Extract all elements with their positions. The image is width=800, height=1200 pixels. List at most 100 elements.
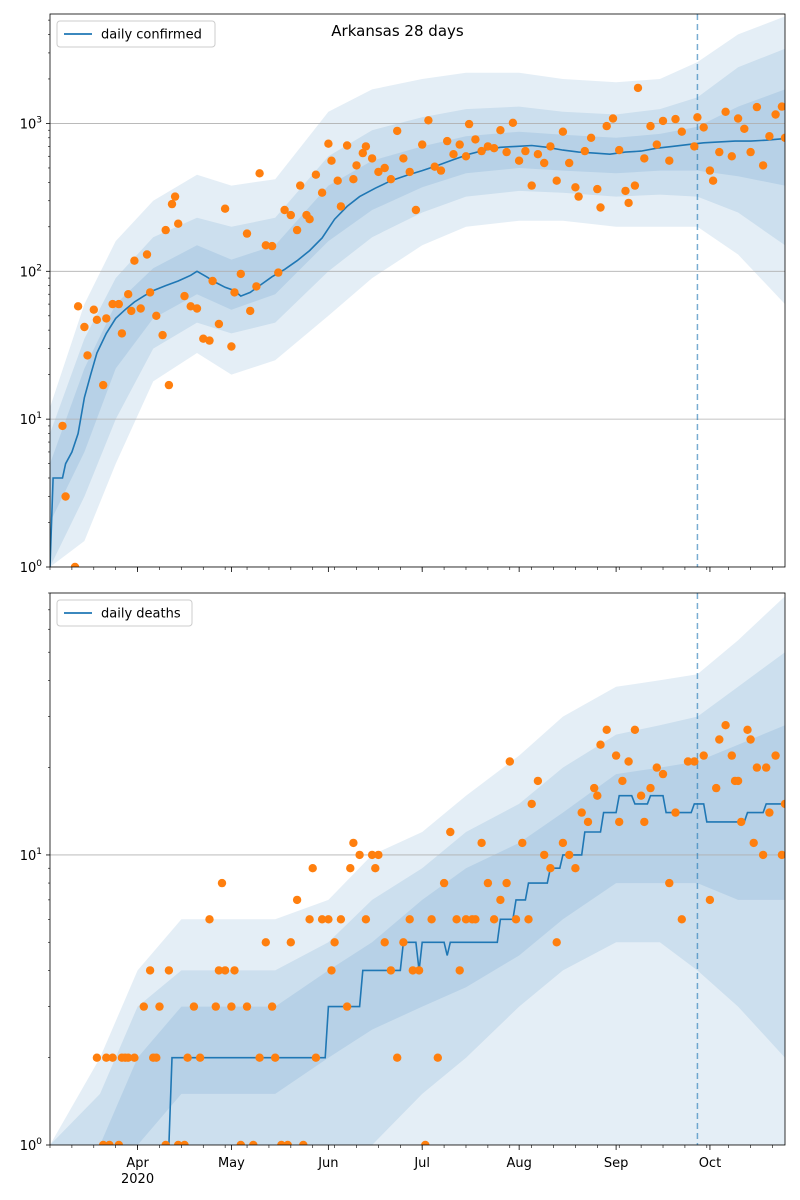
data-point [449, 150, 458, 159]
data-point [305, 915, 314, 924]
data-point [737, 817, 746, 827]
data-point [299, 1140, 308, 1145]
data-point [527, 181, 536, 190]
plot-area [50, 593, 785, 1145]
data-point [380, 163, 389, 173]
data-point [214, 319, 224, 329]
legend: daily confirmed [56, 20, 216, 48]
y-tick-label: 100 [20, 1137, 43, 1154]
data-point [502, 878, 511, 888]
data-point [330, 938, 339, 947]
data-point [771, 751, 780, 760]
confirmed-panel: 100 101 102 103 daily confirmed Arkansas 28 d… [20, 13, 786, 576]
y-tick-label: 101 [20, 847, 42, 864]
data-point [658, 769, 668, 779]
data-point [640, 154, 649, 163]
data-point [565, 158, 574, 168]
data-point [139, 1002, 148, 1011]
data-point [658, 116, 668, 126]
legend-box [56, 599, 193, 627]
data-point [89, 305, 99, 314]
data-point [311, 170, 321, 179]
data-point [324, 139, 333, 148]
data-point [405, 167, 414, 177]
data-point [439, 878, 449, 888]
data-point [518, 838, 527, 848]
data-point [733, 114, 743, 123]
data-point [355, 850, 364, 860]
data-point [352, 161, 361, 170]
data-point [455, 140, 464, 149]
data-point [145, 966, 155, 975]
data-point [540, 850, 549, 860]
data-point [411, 205, 421, 215]
data-point [558, 838, 568, 848]
data-point [346, 864, 355, 873]
data-point [721, 107, 730, 117]
data-point [586, 133, 596, 142]
data-point [371, 864, 380, 873]
data-point [583, 817, 593, 827]
data-point [380, 938, 389, 947]
data-point [477, 838, 486, 848]
data-point [180, 291, 189, 301]
data-point [130, 1053, 139, 1062]
data-point [652, 763, 661, 772]
data-point [180, 1140, 189, 1145]
data-point [540, 158, 549, 168]
data-point [80, 322, 89, 332]
data-point [421, 1140, 430, 1145]
data-point [671, 808, 680, 817]
legend-label: daily confirmed [101, 28, 202, 43]
data-point [145, 288, 155, 297]
data-point [205, 336, 214, 345]
data-point [443, 136, 452, 146]
data-point [430, 162, 439, 171]
data-point [464, 119, 474, 129]
data-point [721, 721, 730, 730]
data-point [514, 156, 524, 165]
data-point [333, 176, 342, 185]
data-point [740, 124, 749, 133]
data-point [446, 827, 455, 837]
data-point [73, 302, 83, 311]
data-point [205, 915, 214, 924]
series-line [50, 137, 785, 567]
data-point [164, 966, 174, 975]
data-point [292, 225, 302, 235]
data-point [130, 256, 139, 265]
data-point [615, 145, 624, 155]
data-point [611, 751, 621, 760]
data-point [424, 116, 433, 125]
data-point [640, 817, 649, 827]
y-tick-label: 103 [20, 115, 42, 132]
data-point [252, 282, 261, 291]
data-point [533, 150, 543, 159]
data-point [762, 763, 771, 772]
data-point [646, 121, 655, 131]
data-point [342, 141, 352, 150]
data-point [220, 966, 230, 975]
data-point [436, 166, 446, 175]
data-point [99, 380, 108, 390]
data-point [552, 938, 561, 947]
data-point [652, 140, 661, 149]
data-point [311, 1053, 321, 1062]
data-point [715, 735, 724, 744]
data-point [708, 176, 718, 185]
data-point [286, 210, 295, 220]
data-point [152, 311, 161, 320]
x-tick-label: Sep [604, 1156, 629, 1171]
data-point [117, 329, 127, 338]
uncertainty-band-2 [50, 652, 785, 1145]
data-point [280, 205, 289, 215]
data-point [596, 740, 605, 749]
data-point [108, 299, 117, 309]
data-point [758, 161, 768, 170]
data-point [161, 1140, 170, 1145]
data-point [242, 229, 252, 238]
data-point [777, 850, 785, 860]
data-point [677, 127, 686, 136]
data-point [590, 783, 599, 793]
data-point [267, 241, 277, 251]
